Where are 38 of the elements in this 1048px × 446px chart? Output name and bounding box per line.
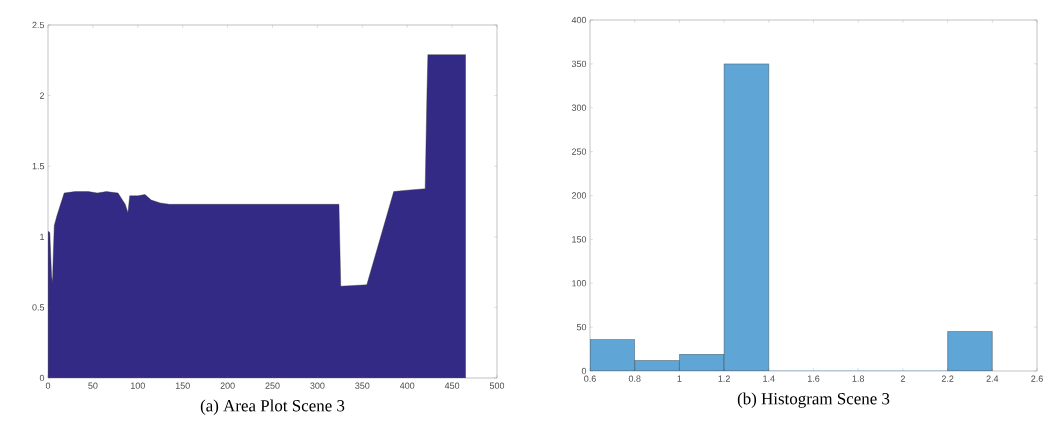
y-tick-label: 200 [571,192,587,199]
x-tick-label: 0.6 [584,375,596,382]
x-tick-label: 150 [175,382,190,389]
x-tick-label: 2.2 [941,375,954,382]
y-tick-label: 400 [571,16,587,24]
y-tick-label: 1.5 [32,163,45,170]
x-tick-label: 1 [677,375,682,382]
x-tick-label: 50 [88,382,98,389]
x-tick-label: 100 [131,382,145,389]
text: (a) Area Plot Scene 3 [200,399,345,415]
x-tick-label: 350 [355,382,370,389]
y-tick-label: 50 [576,323,587,331]
x-tick-label: 1.4 [763,375,775,382]
y-tick-label: 0.5 [32,304,45,311]
y-tick-label: 300 [571,104,587,111]
x-tick-label: 200 [220,382,235,389]
x-tick-label: 1.8 [852,375,865,382]
y-tick-label: 1 [40,233,45,240]
y-tick-label: 0 [581,367,587,375]
x-tick-label: 1.2 [718,375,730,382]
y-tick-label: 2.5 [32,21,45,29]
x-tick-label: 1.6 [807,375,820,382]
y-tick-label: 250 [571,148,587,155]
x-tick-label: 300 [310,382,325,389]
y-tick-label: 350 [571,60,587,68]
x-tick-label: 0.8 [628,375,641,382]
text: (b) Histogram Scene 3 [737,392,890,408]
y-tick-label: 100 [572,280,587,287]
y-tick-label: 150 [572,236,587,243]
x-tick-label: 0 [45,382,51,389]
y-tick-label: 2 [39,92,45,99]
x-tick-label: 450 [444,382,460,389]
x-tick-label: 2.6 [1031,375,1043,382]
x-tick-label: 2 [900,375,905,382]
x-tick-label: 250 [265,382,280,389]
x-tick-label: 400 [399,382,415,389]
x-tick-label: 2.4 [986,375,999,382]
x-tick-label: 500 [489,382,505,389]
